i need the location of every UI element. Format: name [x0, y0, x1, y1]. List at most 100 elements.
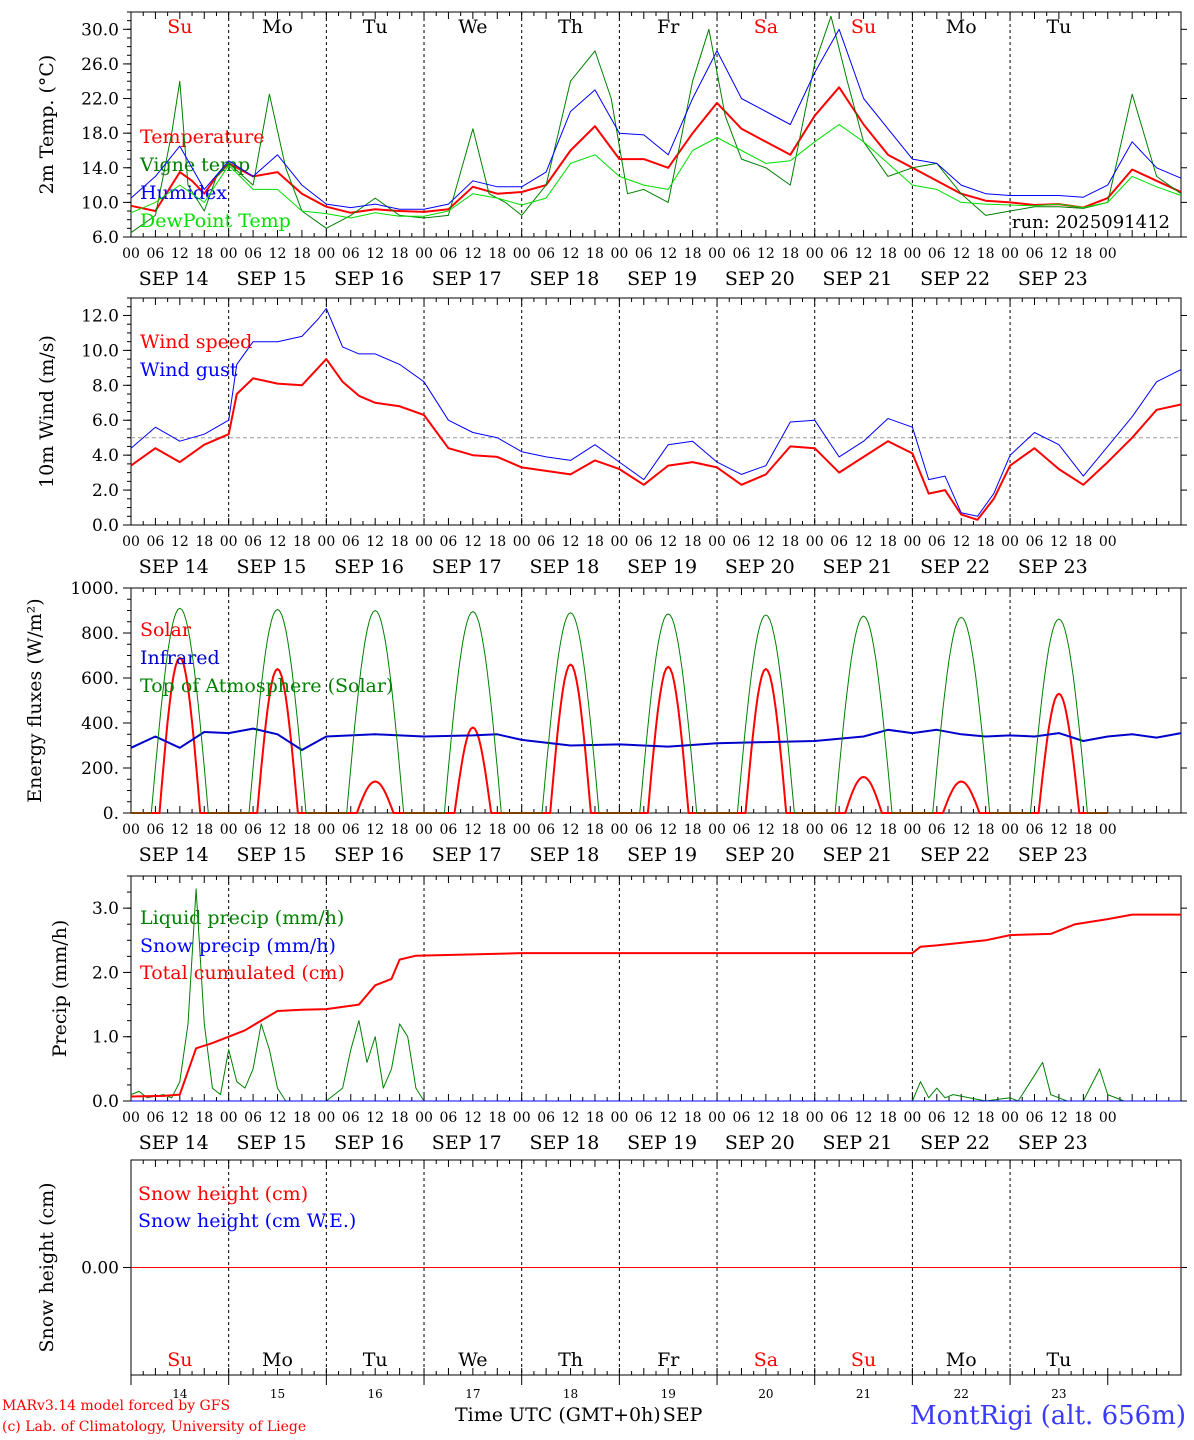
hour-tick-label: 12	[855, 246, 873, 262]
series-line-top-of-atmosphere-solar-	[131, 607, 1108, 814]
hour-tick-label: 12	[1050, 822, 1068, 838]
hour-tick-label: 06	[1026, 534, 1044, 550]
hour-tick-label: 00	[1099, 534, 1117, 550]
time-unit-label: Time UTC (GMT+0h)	[455, 1404, 661, 1426]
hour-tick-label: 06	[733, 246, 751, 262]
hour-tick-label: 18	[879, 822, 897, 838]
hour-tick-label: 12	[171, 534, 189, 550]
y-tick-label: 0.	[103, 804, 119, 824]
y-tick-label: 3.0	[92, 899, 119, 919]
hour-tick-label: 12	[855, 534, 873, 550]
hour-tick-label: 00	[317, 534, 335, 550]
hour-tick-label: 12	[1050, 246, 1068, 262]
day-label: SEP 17	[432, 268, 502, 290]
y-tick-label: 400.	[81, 714, 119, 734]
hour-tick-label: 06	[1026, 1110, 1044, 1126]
weekday-label-top: We	[458, 16, 487, 38]
hour-tick-label: 06	[733, 822, 751, 838]
hour-tick-label: 12	[562, 534, 580, 550]
y-tick-label: 14.0	[81, 159, 119, 179]
day-label: SEP 22	[920, 844, 990, 866]
legend-entry: Liquid precip (mm/h)	[140, 907, 344, 929]
legend-entry: DewPoint Temp	[140, 210, 291, 232]
y-tick-label: 2.0	[92, 481, 119, 501]
day-label: SEP 14	[139, 556, 209, 578]
hour-tick-label: 06	[733, 1110, 751, 1126]
day-label: SEP 17	[432, 556, 502, 578]
weekday-label-bottom: Th	[558, 1349, 583, 1371]
hour-tick-label: 18	[293, 534, 311, 550]
hour-tick-label: 18	[488, 534, 506, 550]
weekday-label-top: Mo	[262, 16, 293, 38]
series-line-humidex	[130, 28, 1182, 210]
hour-tick-label: 18	[391, 534, 409, 550]
day-label: SEP 19	[627, 268, 697, 290]
hour-tick-label: 18	[586, 1110, 604, 1126]
hour-tick-label: 12	[562, 246, 580, 262]
hour-tick-label: 18	[1074, 822, 1092, 838]
hour-tick-label: 06	[440, 822, 458, 838]
hour-tick-label: 00	[220, 246, 238, 262]
series-line-vigne-temp	[130, 15, 1182, 234]
hour-tick-label: 18	[1074, 1110, 1092, 1126]
hour-tick-label: 12	[757, 534, 775, 550]
hour-tick-label: 12	[952, 534, 970, 550]
hour-tick-label: 00	[513, 1110, 531, 1126]
legend-entry: Temperature	[140, 126, 264, 148]
day-label: SEP 19	[627, 556, 697, 578]
hour-tick-label: 06	[342, 1110, 360, 1126]
day-label: SEP 21	[823, 268, 893, 290]
hour-tick-label: 06	[147, 246, 165, 262]
y-tick-label: 2.0	[92, 963, 119, 983]
legend-entry: Top of Atmosphere (Solar)	[140, 675, 393, 697]
hour-tick-label: 18	[293, 246, 311, 262]
hour-tick-label: 18	[781, 246, 799, 262]
hour-tick-label: 12	[1050, 1110, 1068, 1126]
day-number-label: 22	[954, 1387, 969, 1401]
day-label: SEP 14	[139, 844, 209, 866]
hour-tick-label: 12	[757, 1110, 775, 1126]
hour-tick-label: 00	[806, 822, 824, 838]
hour-tick-label: 12	[659, 246, 677, 262]
day-number-label: 18	[563, 1387, 578, 1401]
hour-tick-label: 18	[488, 822, 506, 838]
legend-entry: Vigne temp	[139, 154, 250, 176]
day-number-label: 19	[661, 1387, 676, 1401]
day-label: SEP 20	[725, 556, 795, 578]
hour-tick-label: 00	[317, 246, 335, 262]
y-tick-label: 0.0	[92, 1092, 119, 1112]
day-number-label: 17	[465, 1387, 480, 1401]
day-label: SEP 15	[236, 1132, 306, 1154]
hour-tick-label: 12	[366, 1110, 384, 1126]
day-label: SEP 21	[823, 1132, 893, 1154]
hour-tick-label: 00	[513, 246, 531, 262]
day-label: SEP 16	[334, 556, 404, 578]
hour-tick-label: 00	[708, 534, 726, 550]
y-tick-label: 26.0	[81, 55, 119, 75]
y-tick-label: 18.0	[81, 124, 119, 144]
hour-tick-label: 18	[195, 1110, 213, 1126]
y-axis-label: 10m Wind (m/s)	[36, 335, 58, 488]
y-tick-label: 4.0	[92, 446, 119, 466]
day-label: SEP 22	[920, 268, 990, 290]
hour-tick-label: 06	[537, 246, 555, 262]
hour-tick-label: 18	[879, 1110, 897, 1126]
hour-tick-label: 18	[977, 246, 995, 262]
day-label: SEP 18	[529, 268, 599, 290]
day-label: SEP 22	[920, 1132, 990, 1154]
hour-tick-label: 18	[684, 246, 702, 262]
y-tick-label: 30.0	[81, 20, 119, 40]
hour-tick-label: 00	[317, 822, 335, 838]
hour-tick-label: 00	[806, 534, 824, 550]
y-tick-label: 1.0	[92, 1028, 119, 1048]
time-axis-label: Time UTC (GMT+0h) SEP	[455, 1404, 704, 1426]
hour-tick-label: 12	[269, 1110, 287, 1126]
hour-tick-label: 06	[1026, 246, 1044, 262]
hour-tick-label: 12	[366, 246, 384, 262]
weekday-label-top: Tu	[363, 16, 388, 38]
hour-tick-label: 00	[220, 534, 238, 550]
hour-tick-label: 18	[879, 246, 897, 262]
hour-tick-label: 18	[391, 822, 409, 838]
hour-tick-label: 00	[1001, 534, 1019, 550]
